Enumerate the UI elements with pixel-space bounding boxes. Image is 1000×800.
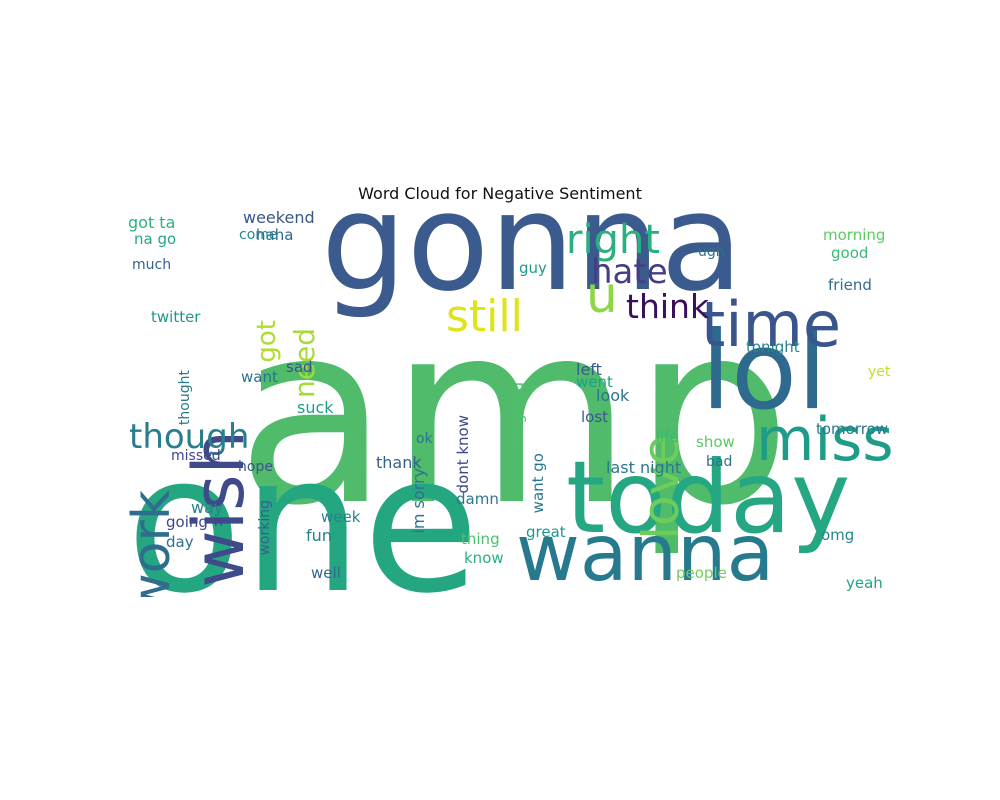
cloud-word: great xyxy=(526,523,566,541)
cloud-word: suck xyxy=(297,398,334,417)
cloud-word: day xyxy=(166,533,194,551)
cloud-word: friend xyxy=(828,276,872,294)
cloud-word: much xyxy=(132,257,172,273)
cloud-word: week xyxy=(321,508,361,526)
cloud-word: think xyxy=(626,287,710,326)
cloud-word: want go xyxy=(529,453,547,514)
cloud-word: yeah xyxy=(846,574,883,592)
cloud-word: come xyxy=(239,227,278,243)
cloud-word: going xyxy=(166,513,208,531)
chart-title: Word Cloud for Negative Sentiment xyxy=(358,184,642,203)
cloud-word: thank xyxy=(376,453,422,472)
cloud-word: look xyxy=(596,386,630,405)
cloud-word: one xyxy=(126,414,480,598)
cloud-word: lost xyxy=(581,408,609,426)
cloud-word: show xyxy=(696,433,735,451)
cloud-word: got xyxy=(252,320,282,363)
cloud-word: yet xyxy=(868,364,891,380)
cloud-word: well xyxy=(311,564,341,582)
cloud-word: haha xyxy=(256,226,294,244)
cloud-word: n xyxy=(214,514,223,530)
cloud-word: working xyxy=(257,500,273,556)
cloud-word: love xyxy=(632,435,690,540)
cloud-word: sad xyxy=(286,358,313,376)
cloud-word: last night xyxy=(606,458,682,477)
cloud-word: amp xyxy=(236,269,792,560)
cloud-word: u xyxy=(586,266,618,324)
cloud-word: dont know xyxy=(454,415,472,494)
cloud-word: people xyxy=(676,564,727,582)
cloud-word: fun xyxy=(306,526,332,545)
cloud-word: tonight xyxy=(746,338,800,356)
cloud-word: im sorry xyxy=(409,468,428,534)
cloud-word: im going xyxy=(509,382,527,448)
cloud-word: life xyxy=(656,428,679,446)
cloud-word: went xyxy=(576,373,613,391)
cloud-word: bad xyxy=(706,454,733,470)
cloud-word: though xyxy=(129,417,250,457)
cloud-word: damn xyxy=(456,490,499,508)
cloud-word: wanna xyxy=(516,509,775,597)
cloud-word: missed xyxy=(171,448,221,464)
cloud-word: right xyxy=(566,217,660,263)
word-cloud: amp one gonna today wanna lol time miss wish work… xyxy=(126,210,900,597)
cloud-word: morning xyxy=(823,226,886,244)
cloud-word: thing xyxy=(461,530,500,548)
cloud-word: want xyxy=(241,368,278,386)
cloud-word: ok xyxy=(416,431,433,447)
cloud-word: know xyxy=(464,549,504,567)
cloud-word: today xyxy=(566,439,851,556)
cloud-word: weekend xyxy=(243,210,315,227)
cloud-word: guy xyxy=(519,259,547,277)
cloud-word: got ta xyxy=(128,213,176,232)
cloud-word: time xyxy=(701,288,842,361)
cloud-word: hate xyxy=(591,252,668,292)
cloud-word: gonna xyxy=(321,210,744,321)
cloud-word: omg xyxy=(821,526,855,544)
cloud-word: way xyxy=(191,498,224,517)
cloud-word: na go xyxy=(134,230,177,248)
cloud-word: miss xyxy=(756,405,894,475)
cloud-word: still xyxy=(446,291,523,342)
cloud-word: ugh xyxy=(698,244,725,260)
cloud-word: twitter xyxy=(151,308,201,326)
cloud-word: tomorrow xyxy=(816,420,889,438)
cloud-word: left xyxy=(576,360,602,379)
cloud-word: lol xyxy=(701,309,828,434)
cloud-word: good xyxy=(831,244,869,262)
cloud-word: hope xyxy=(238,459,273,475)
cloud-word: thought xyxy=(177,370,193,426)
